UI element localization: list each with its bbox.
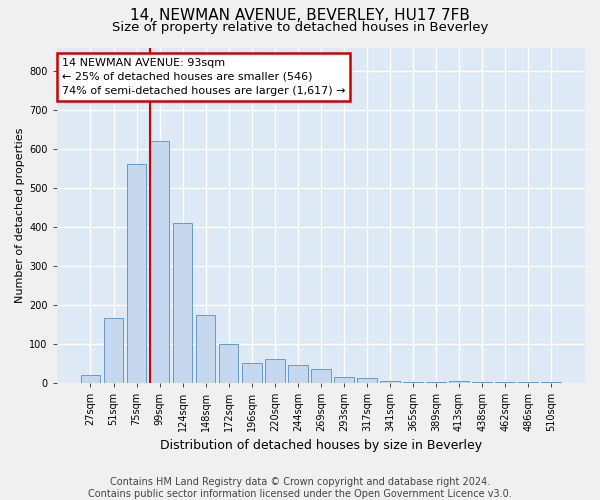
- Bar: [288, 365, 308, 383]
- Bar: [173, 223, 193, 383]
- X-axis label: Distribution of detached houses by size in Beverley: Distribution of detached houses by size …: [160, 440, 482, 452]
- Bar: [196, 314, 215, 383]
- Bar: [472, 382, 492, 383]
- Text: Contains HM Land Registry data © Crown copyright and database right 2024.
Contai: Contains HM Land Registry data © Crown c…: [88, 478, 512, 499]
- Text: Size of property relative to detached houses in Beverley: Size of property relative to detached ho…: [112, 21, 488, 34]
- Bar: [265, 360, 284, 383]
- Bar: [127, 164, 146, 383]
- Bar: [242, 364, 262, 383]
- Bar: [150, 141, 169, 383]
- Bar: [518, 382, 538, 383]
- Bar: [357, 378, 377, 383]
- Bar: [81, 375, 100, 383]
- Bar: [334, 377, 353, 383]
- Bar: [426, 382, 446, 383]
- Bar: [219, 344, 238, 383]
- Text: 14, NEWMAN AVENUE, BEVERLEY, HU17 7FB: 14, NEWMAN AVENUE, BEVERLEY, HU17 7FB: [130, 8, 470, 22]
- Y-axis label: Number of detached properties: Number of detached properties: [15, 128, 25, 303]
- Bar: [104, 318, 124, 383]
- Bar: [380, 381, 400, 383]
- Bar: [403, 382, 423, 383]
- Bar: [496, 382, 515, 383]
- Text: 14 NEWMAN AVENUE: 93sqm
← 25% of detached houses are smaller (546)
74% of semi-d: 14 NEWMAN AVENUE: 93sqm ← 25% of detache…: [62, 58, 346, 96]
- Bar: [449, 381, 469, 383]
- Bar: [541, 382, 561, 383]
- Bar: [311, 368, 331, 383]
